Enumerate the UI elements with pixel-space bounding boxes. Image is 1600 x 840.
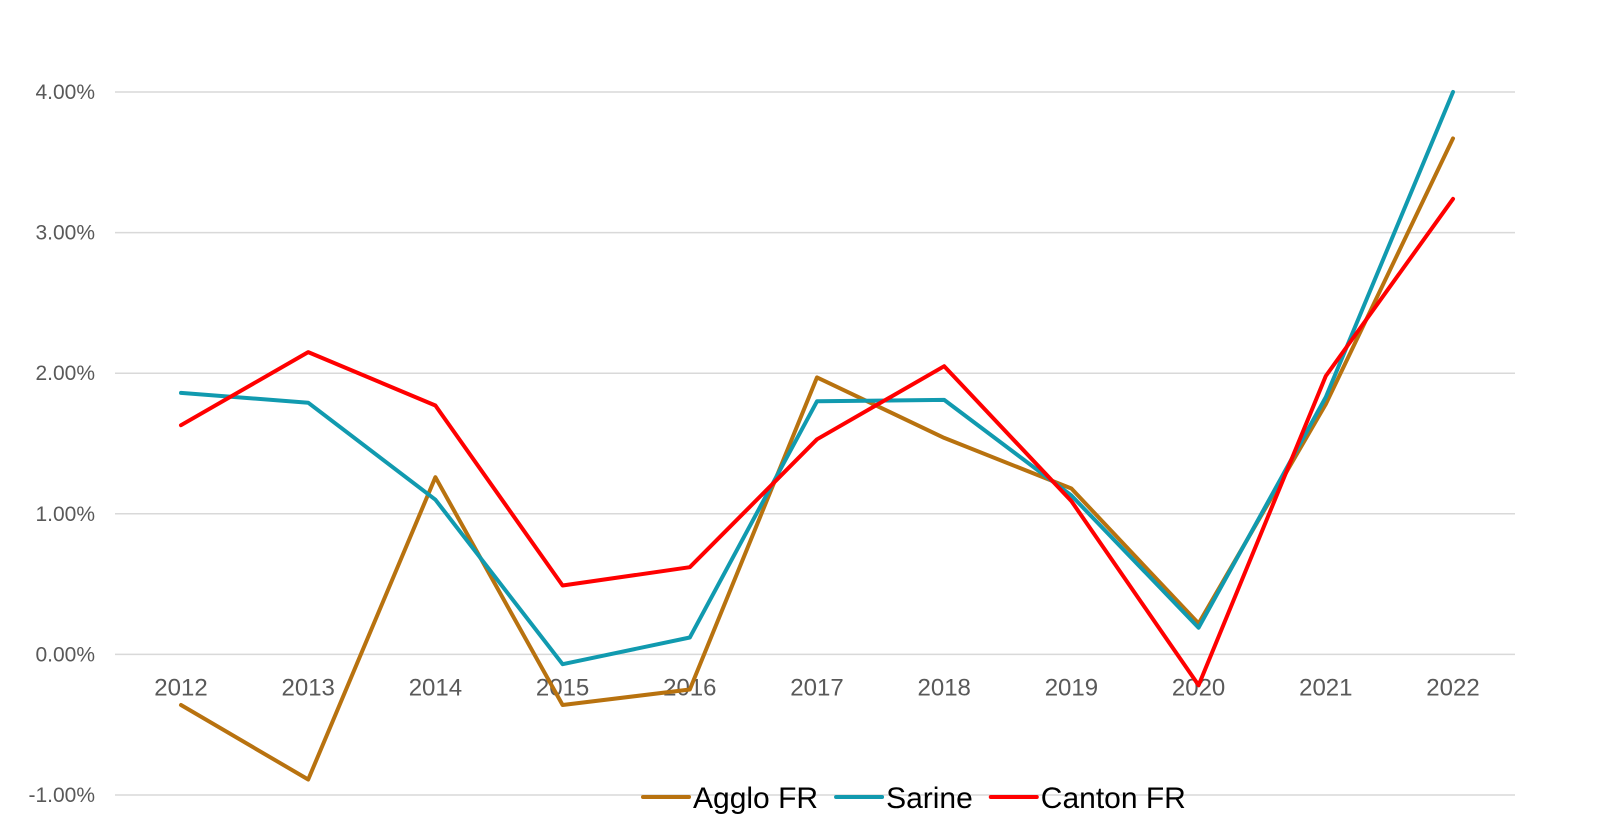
x-tick-label: 2013 — [282, 674, 335, 701]
x-tick-label: 2021 — [1299, 674, 1352, 701]
gridlines — [115, 91, 1515, 796]
legend-item-agglo-fr: Agglo FR — [641, 782, 818, 815]
y-tick-label: 3.00% — [35, 222, 95, 245]
series-line-canton-fr — [179, 196, 1455, 688]
x-tick-label: 2017 — [790, 674, 843, 701]
legend: Agglo FR Sarine Canton FR — [641, 782, 1186, 815]
legend-label: Canton FR — [1041, 782, 1186, 815]
legend-item-sarine: Sarine — [834, 782, 973, 815]
y-tick-label: 2.00% — [35, 362, 95, 385]
y-tick-label: -1.00% — [28, 784, 95, 807]
series-line-sarine — [179, 90, 1455, 667]
legend-label: Agglo FR — [693, 782, 818, 815]
x-axis: 2012 2013 2014 2015 2016 2017 2018 2019 2020 2021… — [154, 674, 1479, 701]
x-tick-label: 2012 — [154, 674, 207, 701]
y-tick-label: 0.00% — [35, 643, 95, 666]
x-tick-label: 2018 — [918, 674, 971, 701]
x-tick-label: 2019 — [1045, 674, 1098, 701]
legend-label: Sarine — [886, 782, 973, 815]
y-tick-label: 4.00% — [35, 81, 95, 104]
legend-item-canton-fr: Canton FR — [988, 782, 1186, 815]
y-tick-label: 1.00% — [35, 503, 95, 526]
x-tick-label: 2022 — [1426, 674, 1479, 701]
x-tick-label: 2014 — [409, 674, 462, 701]
x-tick-label: 2020 — [1172, 674, 1225, 701]
series-lines — [179, 90, 1455, 782]
x-tick-label: 2015 — [536, 674, 589, 701]
y-axis: -1.00% 0.00% 1.00% 2.00% 3.00% 4.00% — [28, 81, 95, 807]
